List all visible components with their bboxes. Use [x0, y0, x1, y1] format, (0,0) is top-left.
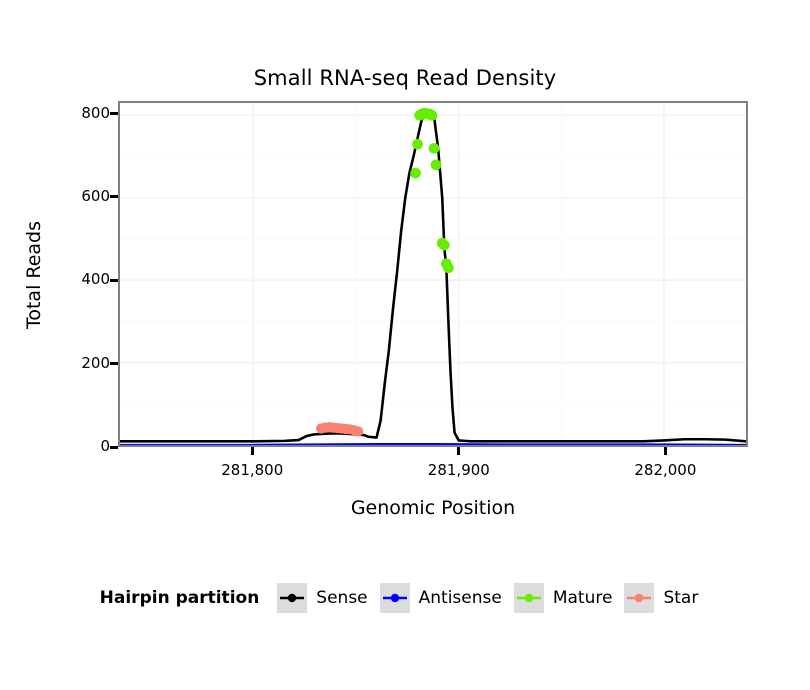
- legend-item-star[interactable]: Star: [624, 583, 698, 613]
- legend-item-antisense[interactable]: Antisense: [379, 583, 502, 613]
- legend-label: Sense: [316, 588, 368, 608]
- chart-legend: Hairpin partition Sense Antisense Mature St…: [0, 580, 810, 616]
- legend-label: Antisense: [418, 588, 502, 608]
- x-tick-label: 281,800: [221, 461, 284, 479]
- legend-item-sense[interactable]: Sense: [277, 583, 368, 613]
- y-tick-mark: [110, 195, 118, 199]
- x-tick-mark: [457, 447, 461, 455]
- x-axis-title: Genomic Position: [350, 497, 516, 519]
- legend-item-mature[interactable]: Mature: [513, 583, 613, 613]
- legend-key-mature-icon: [513, 583, 544, 613]
- data-point-mature: [428, 142, 440, 154]
- data-point-mature: [412, 138, 423, 150]
- y-tick-label: 800: [81, 103, 110, 122]
- series-points-star: [315, 422, 364, 437]
- y-tick-mark: [110, 362, 118, 366]
- legend-label: Star: [663, 588, 699, 608]
- legend-key-antisense-icon: [379, 583, 410, 613]
- data-point-mature: [430, 159, 442, 171]
- y-tick-mark: [110, 112, 118, 115]
- legend-title: Hairpin partition: [99, 588, 260, 608]
- plot-panel: [118, 101, 748, 447]
- y-tick-label: 600: [81, 186, 110, 205]
- legend-key-star-icon: [624, 583, 655, 613]
- y-tick-mark: [110, 278, 118, 282]
- x-tick-label: 282,000: [634, 461, 697, 479]
- grid-lines: [120, 103, 746, 445]
- series-points-mature: [410, 107, 454, 274]
- y-axis-ticks: 0 200 400 600 800: [58, 0, 118, 690]
- data-point-mature: [438, 239, 450, 251]
- x-tick-mark: [663, 447, 667, 455]
- y-tick-label: 200: [81, 353, 110, 372]
- x-tick-mark: [250, 447, 254, 455]
- legend-label: Mature: [552, 588, 613, 608]
- data-point-mature: [443, 262, 454, 274]
- data-point-mature: [426, 110, 438, 121]
- plot-area: [120, 103, 746, 445]
- y-tick-mark: [110, 445, 118, 449]
- data-point-star: [352, 426, 364, 437]
- data-point-mature: [410, 167, 421, 179]
- y-tick-label: 400: [81, 270, 110, 289]
- series-line-antisense: [120, 442, 746, 445]
- legend-key-sense-icon: [277, 583, 308, 613]
- chart-title: Small RNA-seq Read Density: [253, 66, 557, 90]
- x-tick-label: 281,900: [427, 461, 490, 479]
- y-tick-label: 0: [100, 437, 110, 455]
